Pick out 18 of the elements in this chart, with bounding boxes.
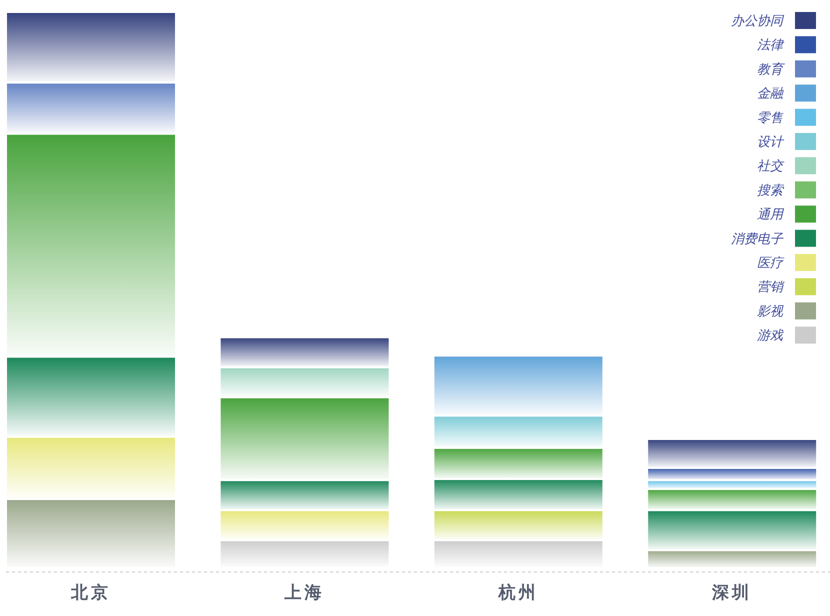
- legend-label: 医疗: [757, 256, 785, 271]
- x-tick-label: 深圳: [711, 583, 752, 603]
- legend-label: 金融: [757, 86, 784, 102]
- legend-label: 办公协同: [731, 14, 785, 29]
- x-tick-label: 杭州: [497, 583, 538, 603]
- legend-label: 影视: [757, 304, 784, 320]
- legend-label: 设计: [757, 135, 785, 150]
- x-tick-label: 上海: [284, 583, 325, 603]
- legend-label: 社交: [757, 158, 785, 174]
- legend-label: 营销: [757, 280, 785, 296]
- legend-label: 搜索: [757, 183, 785, 198]
- x-tick-label: 北京: [70, 583, 111, 603]
- legend-label: 零售: [757, 110, 784, 126]
- legend-label: 消费电子: [731, 232, 784, 247]
- legend-label: 通用: [757, 208, 785, 223]
- legend-label: 游戏: [757, 328, 784, 344]
- legend-label: 法律: [757, 38, 785, 54]
- legend-label: 教育: [757, 61, 785, 78]
